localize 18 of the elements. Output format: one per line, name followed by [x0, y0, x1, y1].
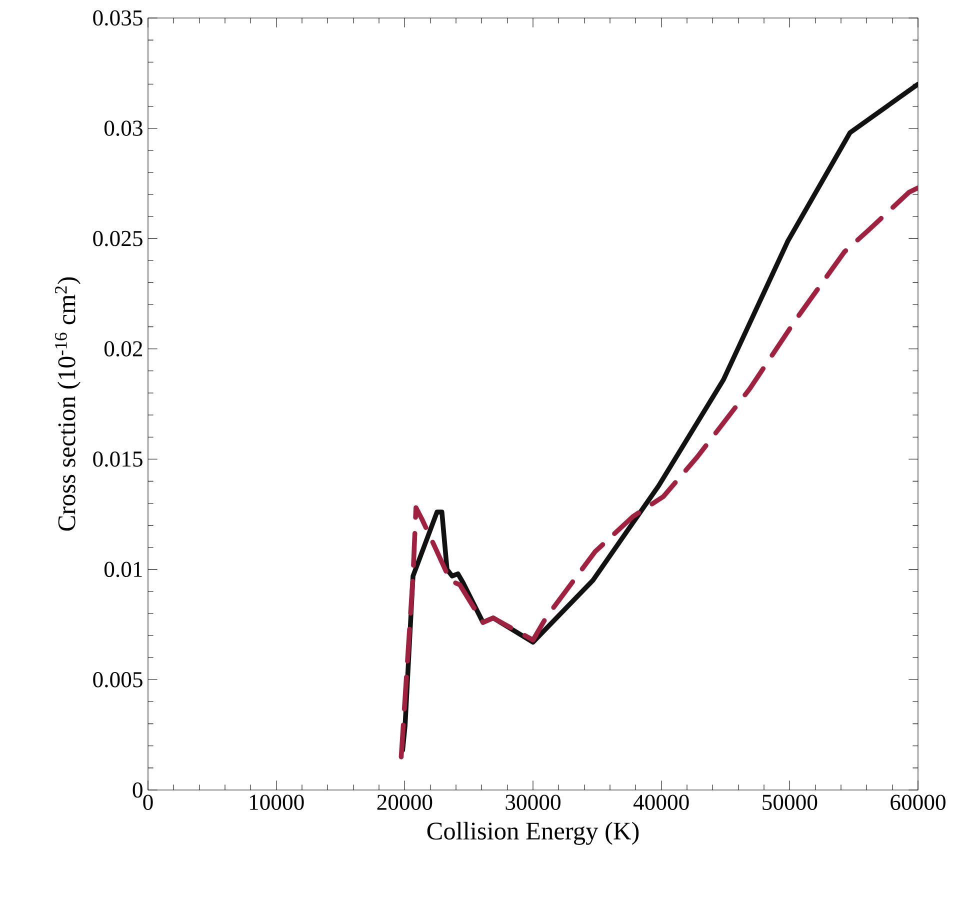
y-tick-label: 0.02	[104, 341, 142, 357]
x-tick-label: 20000	[377, 794, 432, 810]
y-tick-label: 0.025	[93, 230, 142, 246]
line-series	[398, 185, 918, 760]
x-tick-label: 50000	[762, 794, 818, 810]
x-tick-label: 40000	[633, 794, 689, 810]
x-axis-title: Collision Energy (K)	[427, 822, 639, 845]
y-tick-label: 0	[132, 782, 142, 798]
y-tick-label: 0.035	[93, 10, 142, 26]
y-tick-label: 0.03	[104, 120, 142, 136]
x-tick-label: 0	[143, 794, 153, 810]
y-tick-label: 0.005	[93, 672, 142, 688]
y-tick-label: 0.01	[104, 562, 142, 578]
y-axis-title: Cross section (10$^{-16}$ cm$^{2}$)	[54, 277, 80, 531]
x-tick-label: 60000	[890, 794, 946, 810]
y-tick-label: 0.015	[93, 451, 142, 467]
x-tick-label: 30000	[506, 794, 560, 810]
x-tick-label: 10000	[250, 794, 304, 810]
